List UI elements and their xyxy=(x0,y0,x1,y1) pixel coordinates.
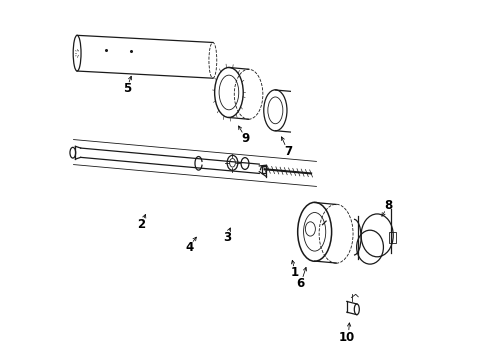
Text: 1: 1 xyxy=(291,266,299,279)
Text: 4: 4 xyxy=(186,241,194,255)
Text: 5: 5 xyxy=(123,82,131,95)
Text: 6: 6 xyxy=(296,277,304,290)
Text: 7: 7 xyxy=(284,145,292,158)
Text: 8: 8 xyxy=(384,198,392,212)
Text: 10: 10 xyxy=(339,331,355,344)
Text: 9: 9 xyxy=(241,132,249,145)
Text: 2: 2 xyxy=(137,218,146,231)
Text: 3: 3 xyxy=(223,231,231,244)
